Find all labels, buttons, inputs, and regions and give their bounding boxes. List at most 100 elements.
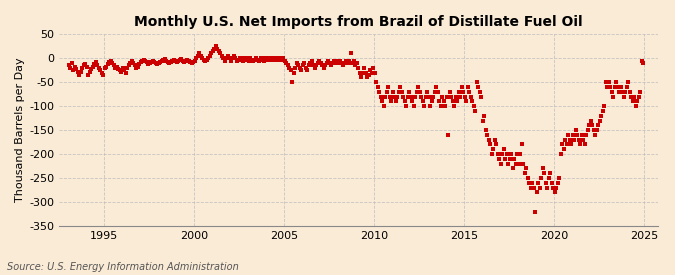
Point [440,104,451,108]
Point [542,185,553,190]
Point [353,66,364,70]
Point [323,59,333,63]
Point [320,63,331,68]
Point [428,94,439,99]
Point [138,57,149,62]
Point [495,161,506,166]
Point [84,70,95,74]
Point [86,67,97,71]
Point [421,94,431,99]
Point [487,152,497,156]
Point [590,133,601,137]
Point [319,66,329,70]
Point [179,60,190,64]
Point [275,56,286,60]
Point [329,59,340,63]
Point [510,161,521,166]
Point [76,70,86,74]
Point [167,59,178,63]
Point [401,104,412,108]
Point [410,94,421,99]
Point [149,60,160,64]
Point [583,128,593,132]
Point [277,57,288,62]
Point [433,90,443,94]
Point [545,171,556,175]
Point [201,57,212,62]
Point [65,66,76,70]
Point [346,51,356,56]
Point [524,181,535,185]
Point [576,133,587,137]
Point [191,56,202,60]
Point [176,57,187,61]
Point [259,59,269,63]
Point [437,94,448,99]
Point [483,138,494,142]
Point [207,49,218,53]
Point [488,147,499,152]
Point [161,59,171,63]
Point [630,104,641,108]
Point [194,51,205,56]
Point [380,94,391,99]
Point [564,138,575,142]
Point [578,138,589,142]
Point [454,90,464,94]
Point [359,66,370,70]
Point [260,56,271,60]
Point [332,59,343,63]
Point [152,62,163,66]
Point [219,59,230,63]
Point [196,54,207,58]
Point [299,61,310,65]
Point [427,99,437,104]
Point [557,142,568,147]
Point [429,90,440,94]
Point [271,57,281,62]
Point [335,59,346,63]
Point [184,59,194,63]
Point [537,166,548,170]
Point [633,94,644,99]
Point [458,90,468,94]
Point [431,85,441,89]
Point [452,99,463,104]
Point [238,59,248,63]
Point [531,190,542,195]
Point [502,152,512,156]
Point [163,60,173,64]
Point [362,75,373,80]
Point [394,90,404,94]
Point [497,152,508,156]
Point [209,46,220,51]
Point [466,94,477,99]
Point [67,61,78,65]
Point [485,142,495,147]
Point [419,104,430,108]
Point [68,68,79,72]
Point [90,60,101,64]
Point [548,185,559,190]
Point [205,54,215,58]
Point [252,57,263,62]
Point [623,80,634,84]
Point [314,59,325,63]
Point [579,142,590,147]
Point [144,61,155,65]
Point [188,60,198,64]
Point [395,85,406,89]
Point [539,171,549,175]
Point [597,109,608,113]
Point [98,73,109,77]
Point [389,94,400,99]
Point [221,56,232,60]
Point [137,59,148,63]
Point [281,61,292,65]
Point [327,61,338,65]
Point [435,104,446,108]
Point [198,57,209,62]
Point [173,59,184,63]
Point [78,63,89,68]
Point [246,57,257,62]
